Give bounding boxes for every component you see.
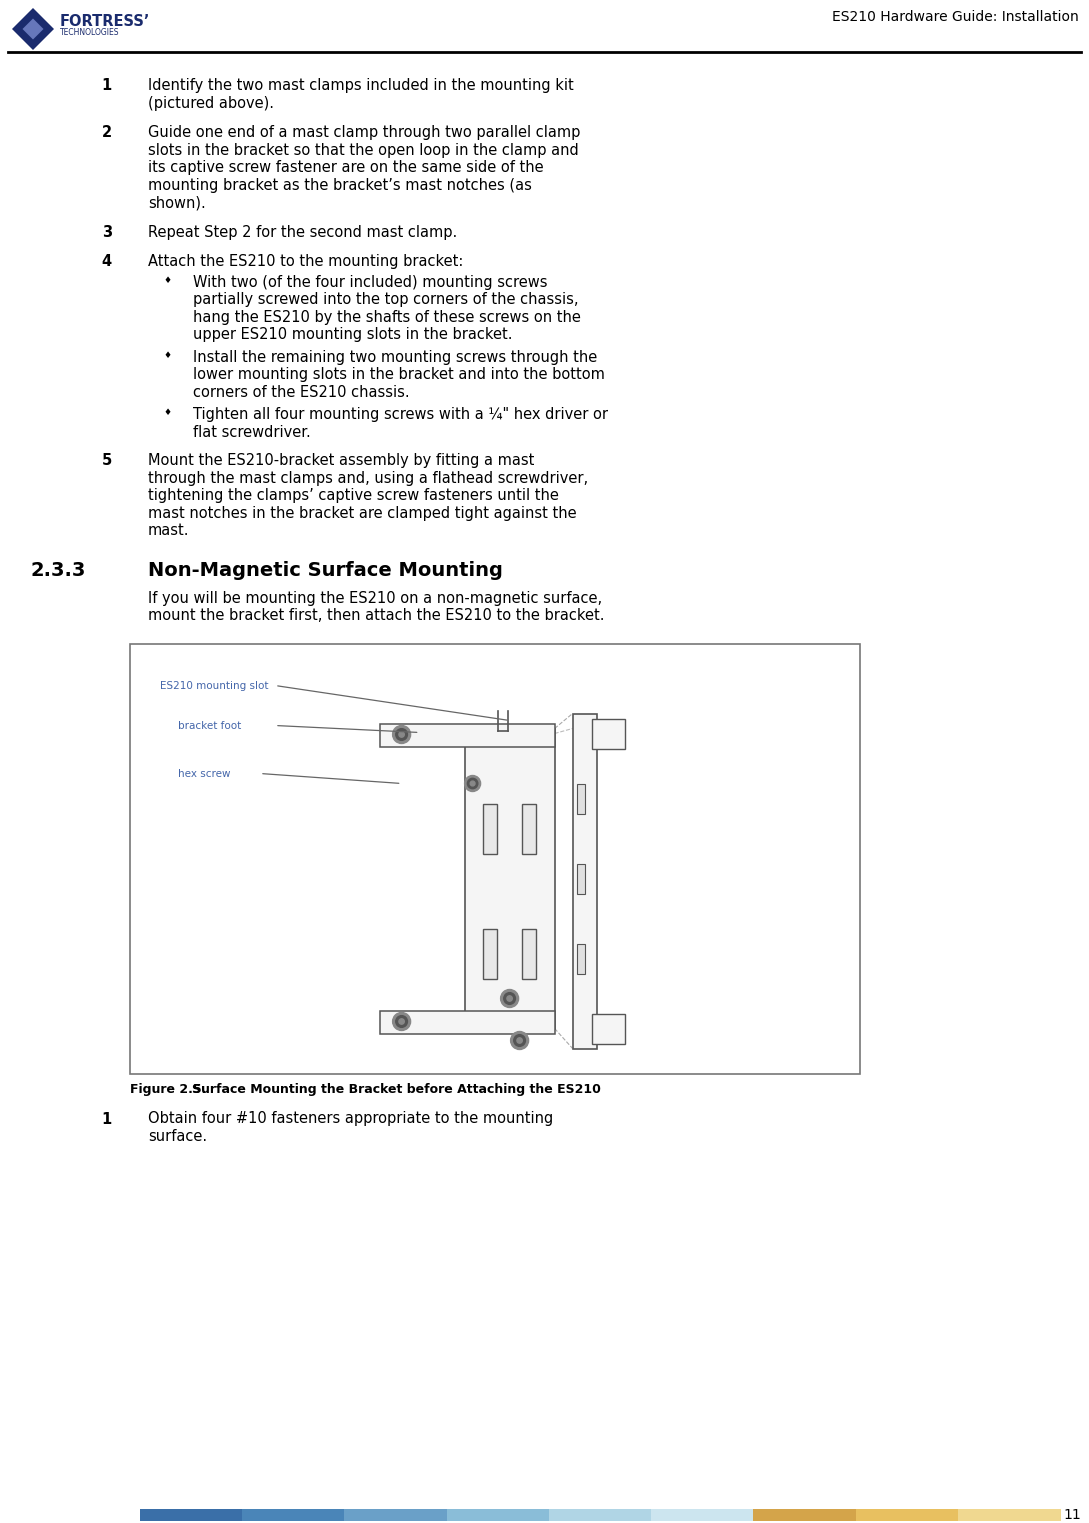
Text: 1: 1 (101, 1112, 112, 1127)
Bar (958, 1509, 1061, 1521)
Circle shape (393, 1013, 411, 1031)
Bar (577, 783, 586, 813)
Text: ♦: ♦ (163, 408, 171, 417)
Bar (577, 944, 586, 973)
Bar (591, 719, 625, 748)
Circle shape (506, 996, 512, 1001)
Text: Identify the two mast clamps included in the mounting kit: Identify the two mast clamps included in… (148, 78, 574, 93)
Text: FORTRESS’: FORTRESS’ (60, 14, 150, 29)
Bar (380, 723, 554, 746)
Text: shown).: shown). (148, 195, 206, 210)
Text: surface.: surface. (148, 1129, 207, 1144)
Text: corners of the ES210 chassis.: corners of the ES210 chassis. (193, 384, 409, 399)
Text: TECHNOLOGIES: TECHNOLOGIES (60, 27, 120, 37)
Text: Figure 2.5.: Figure 2.5. (130, 1083, 207, 1097)
Circle shape (511, 1031, 528, 1049)
Bar (856, 1509, 958, 1521)
Bar (754, 1509, 856, 1521)
Bar (523, 804, 537, 853)
Text: 2.3.3: 2.3.3 (30, 560, 85, 579)
Text: Attach the ES210 to the mounting bracket:: Attach the ES210 to the mounting bracket… (148, 254, 464, 270)
Text: (pictured above).: (pictured above). (148, 96, 274, 111)
Circle shape (470, 781, 475, 786)
Bar (523, 929, 537, 978)
Text: ES210 mounting slot: ES210 mounting slot (160, 681, 269, 690)
Circle shape (395, 1016, 407, 1028)
Text: Non-Magnetic Surface Mounting: Non-Magnetic Surface Mounting (148, 560, 503, 579)
Circle shape (399, 731, 404, 737)
Text: bracket foot: bracket foot (178, 720, 242, 731)
Text: ♦: ♦ (163, 350, 171, 359)
Bar (344, 1509, 448, 1521)
Text: Install the remaining two mounting screws through the: Install the remaining two mounting screw… (193, 349, 597, 364)
Polygon shape (12, 8, 54, 50)
Circle shape (395, 728, 407, 740)
Text: 4: 4 (102, 254, 112, 270)
Circle shape (504, 993, 515, 1004)
Circle shape (501, 990, 518, 1008)
Text: mounting bracket as the bracket’s mast notches (as: mounting bracket as the bracket’s mast n… (148, 178, 531, 192)
Text: lower mounting slots in the bracket and into the bottom: lower mounting slots in the bracket and … (193, 367, 604, 382)
Text: slots in the bracket so that the open loop in the clamp and: slots in the bracket so that the open lo… (148, 143, 578, 157)
Text: Guide one end of a mast clamp through two parallel clamp: Guide one end of a mast clamp through tw… (148, 125, 580, 140)
Text: Tighten all four mounting screws with a ¼" hex driver or: Tighten all four mounting screws with a … (193, 407, 608, 422)
Bar (380, 1010, 554, 1034)
Bar (651, 1509, 754, 1521)
Bar (591, 1013, 625, 1043)
Bar (140, 1509, 243, 1521)
Text: hang the ES210 by the shafts of these screws on the: hang the ES210 by the shafts of these sc… (193, 309, 580, 324)
Bar (482, 804, 497, 853)
Text: hex screw: hex screw (178, 769, 231, 778)
Text: ES210 Hardware Guide: Installation: ES210 Hardware Guide: Installation (832, 11, 1079, 24)
Text: mast.: mast. (148, 522, 189, 538)
Text: Repeat Step 2 for the second mast clamp.: Repeat Step 2 for the second mast clamp. (148, 224, 457, 239)
Text: upper ES210 mounting slots in the bracket.: upper ES210 mounting slots in the bracke… (193, 327, 513, 343)
Text: Mount the ES210-bracket assembly by fitting a mast: Mount the ES210-bracket assembly by fitt… (148, 452, 535, 468)
Polygon shape (23, 18, 44, 40)
Bar (446, 1509, 549, 1521)
Circle shape (393, 725, 411, 743)
Bar (465, 728, 554, 1028)
Circle shape (514, 1034, 526, 1046)
Text: 3: 3 (102, 224, 112, 239)
Text: mount the bracket first, then attach the ES210 to the bracket.: mount the bracket first, then attach the… (148, 608, 604, 623)
Text: If you will be mounting the ES210 on a non-magnetic surface,: If you will be mounting the ES210 on a n… (148, 591, 602, 606)
Text: Obtain four #10 fasteners appropriate to the mounting: Obtain four #10 fasteners appropriate to… (148, 1112, 553, 1127)
Bar (482, 929, 497, 978)
Text: Surface Mounting the Bracket before Attaching the ES210: Surface Mounting the Bracket before Atta… (192, 1083, 601, 1097)
Text: flat screwdriver.: flat screwdriver. (193, 425, 310, 440)
Text: tightening the clamps’ captive screw fasteners until the: tightening the clamps’ captive screw fas… (148, 487, 559, 503)
Circle shape (399, 1019, 404, 1023)
Bar (242, 1509, 345, 1521)
Text: through the mast clamps and, using a flathead screwdriver,: through the mast clamps and, using a fla… (148, 471, 588, 486)
Text: ♦: ♦ (163, 276, 171, 285)
Text: 5: 5 (101, 452, 112, 468)
Text: mast notches in the bracket are clamped tight against the: mast notches in the bracket are clamped … (148, 506, 576, 521)
Bar (573, 713, 597, 1048)
Circle shape (465, 775, 480, 792)
Circle shape (467, 778, 478, 789)
Bar (549, 1509, 651, 1521)
Bar (130, 644, 860, 1074)
Text: its captive screw fastener are on the same side of the: its captive screw fastener are on the sa… (148, 160, 543, 175)
Bar (577, 864, 586, 894)
Text: partially screwed into the top corners of the chassis,: partially screwed into the top corners o… (193, 292, 578, 308)
Circle shape (517, 1037, 523, 1043)
Text: 2: 2 (102, 125, 112, 140)
Text: With two (of the four included) mounting screws: With two (of the four included) mounting… (193, 274, 548, 289)
Text: 11: 11 (1063, 1508, 1081, 1521)
Text: 1: 1 (101, 78, 112, 93)
